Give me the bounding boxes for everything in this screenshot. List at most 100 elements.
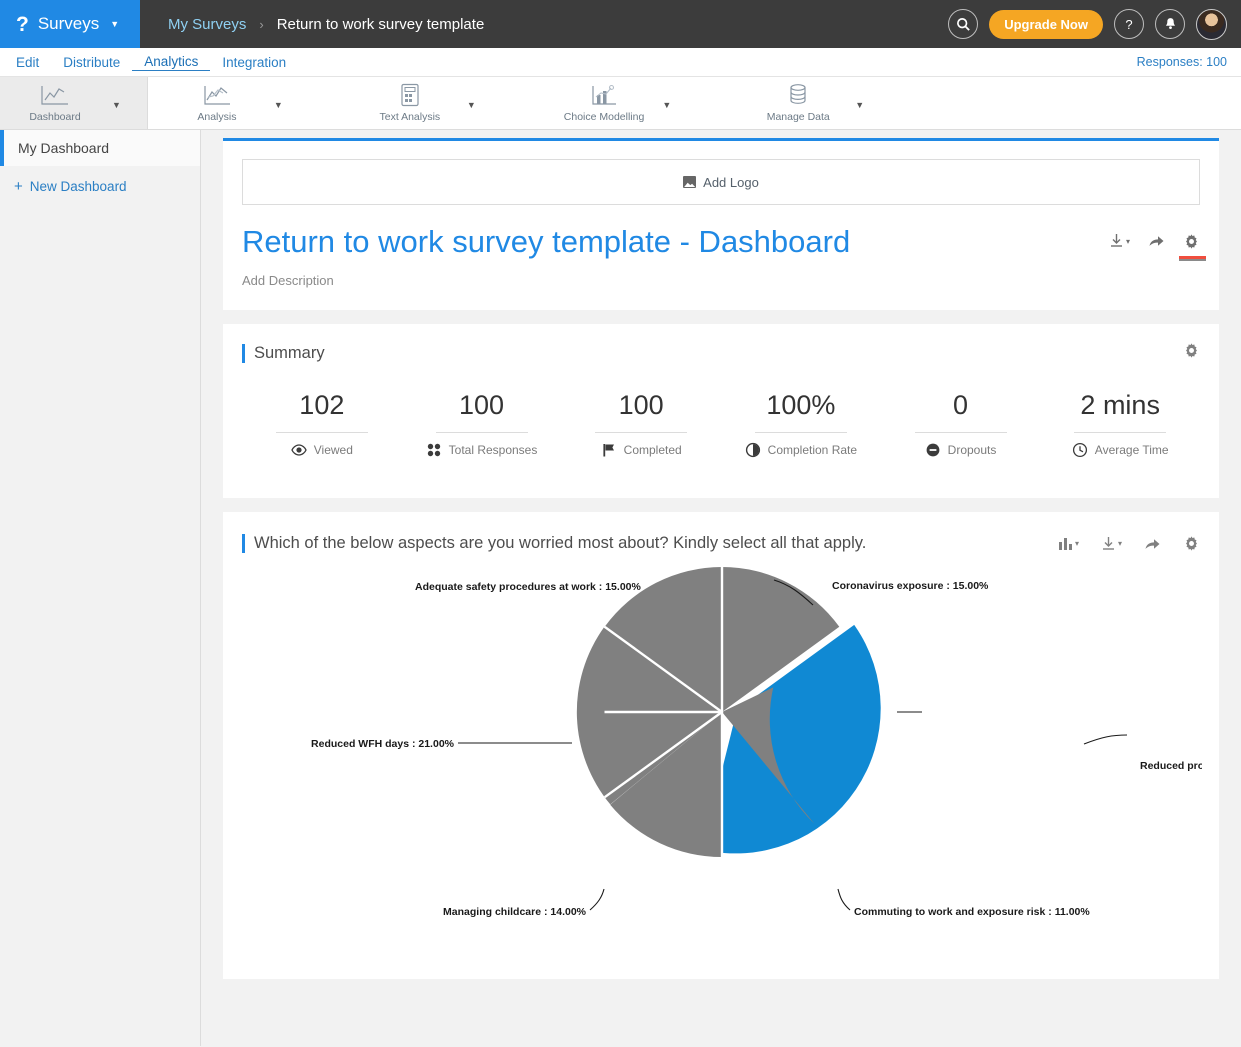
dashboard-sidebar: My Dashboard + New Dashboard xyxy=(0,130,201,1046)
image-icon xyxy=(683,176,697,188)
stat-completed: 100 Completed xyxy=(561,390,721,458)
stat-value: 100 xyxy=(458,390,505,421)
page-title[interactable]: Return to work survey template - Dashboa… xyxy=(242,224,851,259)
upgrade-now-button[interactable]: Upgrade Now xyxy=(989,9,1103,39)
gear-icon[interactable] xyxy=(1179,233,1206,261)
responses-count: Responses: 100 xyxy=(1136,55,1227,69)
pie-slice-reduced-wfh-days[interactable] xyxy=(521,604,722,805)
dashboard-actions: ▾ xyxy=(1109,225,1206,261)
toolbar-item-analysis[interactable]: Analysis ▼ xyxy=(162,77,309,129)
stat-average-time: 2 mins Average Time xyxy=(1040,390,1200,458)
pie-slice-adequate-safety[interactable] xyxy=(604,557,791,713)
breadcrumb-my-surveys[interactable]: My Surveys xyxy=(168,15,247,33)
minus-circle-icon xyxy=(925,442,941,458)
stat-label: Completion Rate xyxy=(767,443,858,458)
chart-type-icon[interactable]: ▾ xyxy=(1058,536,1079,551)
add-logo-button[interactable]: Add Logo xyxy=(242,159,1200,205)
plus-icon: + xyxy=(14,177,23,195)
question-title: Which of the below aspects are you worri… xyxy=(254,534,867,553)
clock-icon xyxy=(1072,442,1088,458)
nav-item-distribute[interactable]: Distribute xyxy=(63,54,121,70)
toolbar-label-manage-data: Manage Data xyxy=(766,111,830,123)
nav-item-edit[interactable]: Edit xyxy=(16,54,40,70)
pie-callout-commuting: Commuting to work and exposure risk : 11… xyxy=(854,906,1090,918)
chevron-down-icon[interactable]: ▼ xyxy=(662,100,672,110)
analytics-toolbar: Dashboard ▼ Analysis ▼ Text Analysis ▼ C… xyxy=(0,77,1241,130)
toolbar-label-dashboard: Dashboard xyxy=(29,111,81,123)
stat-value: 100% xyxy=(766,390,836,421)
breadcrumb-separator-icon: › xyxy=(259,16,264,32)
toolbar-label-text-analysis: Text Analysis xyxy=(379,111,441,123)
sidebar-item-my-dashboard[interactable]: My Dashboard xyxy=(0,130,200,166)
share-icon[interactable] xyxy=(1144,536,1161,552)
pie-slice-managing-childcare[interactable] xyxy=(610,712,722,858)
stat-label: Viewed xyxy=(313,443,353,458)
new-dashboard-label: New Dashboard xyxy=(29,178,127,194)
pie-slice-coronavirus-exposure[interactable] xyxy=(722,567,840,713)
avatar[interactable] xyxy=(1196,8,1227,40)
toolbar-item-choice-modelling[interactable]: Choice Modelling ▼ xyxy=(548,77,697,129)
analysis-chart-icon xyxy=(202,83,232,107)
bar-chart-icon xyxy=(590,83,618,107)
download-icon[interactable]: ▾ xyxy=(1101,536,1122,552)
chevron-down-icon[interactable]: ▼ xyxy=(855,100,865,110)
stat-completion-rate: 100% Completion Rate xyxy=(721,390,881,458)
nav-item-analytics[interactable]: Analytics xyxy=(132,54,211,71)
summary-card: Summary 102 Viewed xyxy=(223,324,1219,499)
help-icon[interactable]: ? xyxy=(1114,9,1144,39)
brand-label: Surveys xyxy=(37,14,100,33)
stat-label: Dropouts xyxy=(947,443,997,458)
download-icon[interactable]: ▾ xyxy=(1109,233,1130,249)
top-bar-actions: Upgrade Now ? xyxy=(948,0,1241,48)
sidebar-item-label: My Dashboard xyxy=(18,140,110,156)
dashboard-title-row: Return to work survey template - Dashboa… xyxy=(242,224,1206,289)
brand-surveys-menu[interactable]: ? Surveys ▼ xyxy=(0,0,140,48)
stat-divider xyxy=(435,432,528,434)
stat-divider xyxy=(275,432,368,434)
pie-callout-reduced-wfh: Reduced WFH days : 21.00% xyxy=(311,738,455,750)
toolbar-item-manage-data[interactable]: Manage Data ▼ xyxy=(743,77,890,129)
stat-divider xyxy=(914,432,1007,434)
questionpro-logo-icon: ? xyxy=(16,12,29,36)
stat-dropouts: 0 Dropouts xyxy=(881,390,1041,458)
pie-callout-adequate-safety: Adequate safety procedures at work : 15.… xyxy=(415,581,641,593)
add-logo-label: Add Logo xyxy=(703,174,759,190)
new-dashboard-button[interactable]: + New Dashboard xyxy=(0,166,200,206)
add-description[interactable]: Add Description xyxy=(242,273,334,289)
summary-gear-icon[interactable] xyxy=(1183,342,1200,364)
share-icon[interactable] xyxy=(1148,233,1165,249)
gear-active-underline xyxy=(1179,256,1206,261)
stat-label: Completed xyxy=(623,443,682,458)
summary-stats: 102 Viewed 100 xyxy=(242,390,1200,458)
section-accent-bar xyxy=(242,343,245,363)
chevron-down-icon[interactable]: ▼ xyxy=(466,100,476,110)
search-icon[interactable] xyxy=(948,9,979,39)
pie-chart-area: Adequate safety procedures at work : 15.… xyxy=(242,557,1202,957)
toolbar-label-analysis: Analysis xyxy=(197,111,237,123)
toolbar-item-text-analysis[interactable]: Text Analysis ▼ xyxy=(355,77,502,129)
gear-icon[interactable] xyxy=(1183,535,1200,552)
stat-divider xyxy=(1074,432,1167,434)
toolbar-item-dashboard[interactable]: Dashboard ▼ xyxy=(0,77,148,129)
top-bar: ? Surveys ▼ My Surveys › Return to work … xyxy=(0,0,1241,48)
line-chart-icon xyxy=(40,83,70,107)
question-chart-card: Which of the below aspects are you worri… xyxy=(223,512,1219,980)
pie-slice-commuting[interactable] xyxy=(721,677,857,825)
text-document-icon xyxy=(399,83,421,107)
pie-chart[interactable]: Adequate safety procedures at work : 15.… xyxy=(242,557,1202,947)
stat-value: 100 xyxy=(618,390,664,421)
dashboard-main: Add Logo Return to work survey template … xyxy=(201,130,1241,1046)
summary-title: Summary xyxy=(254,343,325,362)
chevron-down-icon[interactable]: ▼ xyxy=(273,100,283,110)
pie-progress-icon xyxy=(745,442,761,458)
stat-value: 0 xyxy=(953,390,969,421)
pie-slice-reduced-productivity[interactable] xyxy=(648,624,938,891)
dashboard-header-card: Add Logo Return to work survey template … xyxy=(223,138,1219,311)
nav-item-integration[interactable]: Integration xyxy=(222,54,287,70)
chevron-down-icon[interactable]: ▼ xyxy=(112,100,121,110)
stat-total-responses: 100 Total Responses xyxy=(402,390,562,458)
stat-label: Total Responses xyxy=(448,443,538,458)
stat-divider xyxy=(754,432,847,434)
notification-bell-icon[interactable] xyxy=(1155,9,1185,39)
breadcrumb-current: Return to work survey template xyxy=(276,15,485,33)
